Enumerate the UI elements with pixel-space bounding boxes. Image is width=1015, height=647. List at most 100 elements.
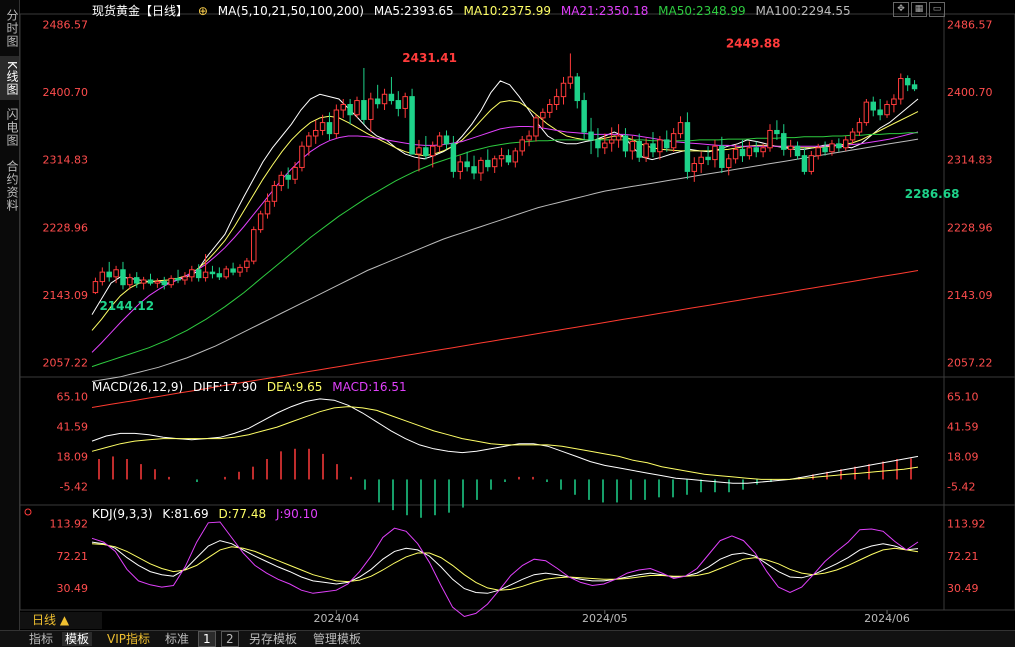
candle-body [491,158,498,168]
ma-line-ma10 [91,100,919,331]
candle-body [829,143,835,153]
candle-body [781,133,787,150]
candle-body [244,260,250,268]
candle-body [478,159,484,174]
candle-body [574,76,581,102]
candle-body [161,281,168,286]
y-tick-label-right: 65.10 [947,390,979,403]
candle-body [863,101,870,124]
crosshair-icon[interactable]: ✥ [893,2,909,17]
sidebar-item-contract-info[interactable]: 合约资料 [5,160,19,212]
candle-body [657,139,663,153]
kdj-d-value: D:77.48 [218,507,267,521]
split-view-icon[interactable]: ▦ [911,2,927,17]
tab-templates[interactable]: 模板 [62,632,93,646]
candle-body [526,135,532,141]
candle-body [664,139,670,149]
ma-line-ma21 [91,126,919,353]
kdj-legend: KDJ(9,3,3) K:81.69 D:77.48 J:90.10 [92,507,324,521]
macd-diff-line [91,398,919,484]
candle-body [533,117,539,137]
y-tick-label-left: 65.10 [57,390,89,403]
tab-vip-indicators[interactable]: VIP指标 [107,632,150,646]
candle-body [175,277,181,281]
candle-body [505,155,512,163]
candle-body [457,161,463,172]
macd-params[interactable]: MACD(26,12,9) [92,380,184,394]
candle-body [512,150,519,163]
candle-body [154,281,161,284]
ma-line-ma50 [91,132,918,368]
candle-body [588,131,594,141]
candle-body [416,147,422,155]
candle-body [684,122,691,172]
candle-body [801,155,808,172]
y-tick-label-left: 113.92 [50,518,89,531]
candle-body [340,104,346,111]
candle-body [540,111,546,119]
candle-body [712,145,718,161]
candle-body [836,143,842,149]
y-tick-label-left: 72.21 [57,550,89,563]
candle-body [698,156,704,165]
tab-indicators[interactable]: 指标 [29,632,54,646]
candle-body [849,131,856,141]
ma-line-ma5 [91,80,919,315]
y-tick-label-left: 2057.22 [43,356,89,369]
manage-template-button[interactable]: 管理模板 [313,632,362,646]
candle-body [285,174,291,180]
candle-body [581,100,587,133]
candle-body [202,271,209,279]
ma50-value: MA50:2348.99 [658,4,746,18]
kdj-line-j [91,521,919,618]
candle-body [299,145,305,168]
candle-body [127,277,133,286]
candle-body [560,82,567,98]
candle-body [608,139,615,144]
kdj-params[interactable]: KDJ(9,3,3) [92,507,153,521]
macd-legend: MACD(26,12,9) DIFF:17.90 DEA:9.65 MACD:1… [92,380,413,394]
y-tick-label-left: -5.42 [60,480,88,493]
kdj-line-d [91,543,919,591]
candle-body [904,78,911,86]
y-tick-label-left: 2486.57 [43,19,89,32]
candle-body [450,143,457,172]
main-chart-legend: 现货黄金【日线】 ⊕ MA(5,10,21,50,100,200) MA5:23… [92,2,857,18]
bottom-toolbar: 指标 模板 VIP指标 标准 1 2 另存模板 管理模板 [0,630,1015,647]
candle-body [134,277,140,284]
sidebar-item-flash[interactable]: 闪电图 [5,107,19,147]
candle-body [312,129,319,137]
candle-body [602,142,608,149]
ma21-value: MA21:2350.18 [560,4,649,18]
y-tick-label-left: 2228.96 [43,221,89,234]
tab-standard[interactable]: 标准 [165,632,190,646]
save-template-button[interactable]: 另存模板 [249,632,298,646]
candle-body [547,104,553,113]
y-tick-label-left: 18.09 [57,450,89,463]
x-tick-label: 2024/04 [314,612,360,625]
y-tick-label-right: -5.42 [947,480,975,493]
kdj-marker-icon [24,508,32,516]
candle-body [292,166,298,180]
sidebar-item-timeshare[interactable]: 分时图 [5,8,19,48]
kdj-j-value: J:90.10 [275,507,318,521]
candle-body [223,268,229,278]
ma-params[interactable]: MA(5,10,21,50,100,200) [217,4,364,18]
ma5-value: MA5:2393.65 [373,4,454,18]
sidebar-item-kline[interactable]: K线图 [0,56,19,100]
period-button[interactable]: 日线 ▲ [20,612,102,629]
tab-page-2[interactable]: 2 [221,631,239,647]
candle-body [650,143,656,153]
settings-icon[interactable]: ⊕ [197,4,208,18]
candle-body [732,148,739,160]
candle-body [140,279,147,284]
maximize-icon[interactable]: ▭ [929,2,945,17]
candle-body [237,266,243,273]
y-tick-label-left: 41.59 [57,420,89,433]
candle-body [553,96,560,105]
candle-body [429,145,436,157]
tab-page-1[interactable]: 1 [198,631,216,647]
candle-body [354,100,360,116]
candle-body [182,276,188,281]
